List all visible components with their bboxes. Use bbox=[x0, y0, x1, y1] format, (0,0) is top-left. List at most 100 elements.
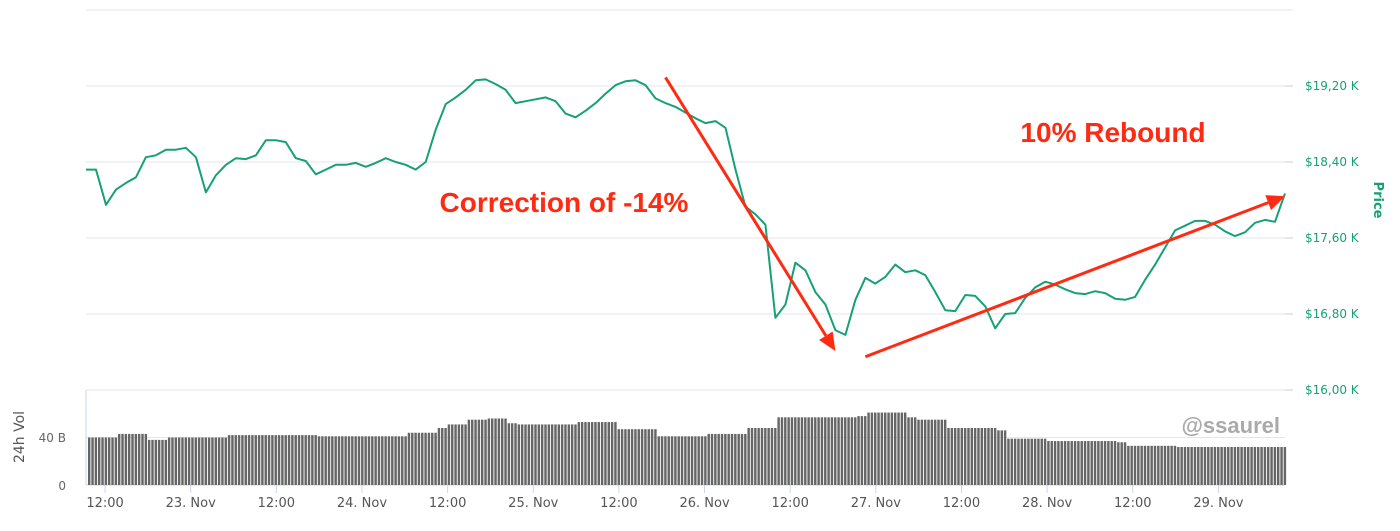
volume-bar bbox=[257, 435, 261, 485]
volume-bar bbox=[1063, 441, 1067, 485]
volume-bar bbox=[1003, 430, 1007, 485]
price-axis-label: Price bbox=[1370, 182, 1385, 219]
volume-bar bbox=[877, 412, 880, 485]
volume-bar bbox=[484, 419, 487, 485]
volume-bar bbox=[494, 418, 497, 485]
volume-bar bbox=[870, 412, 874, 485]
price-tick-label: $16,80 K bbox=[1305, 307, 1360, 321]
arrow-head-icon bbox=[819, 331, 836, 352]
volume-bar bbox=[857, 416, 860, 485]
volume-bar bbox=[311, 435, 314, 485]
x-tick-label: 12:00 bbox=[1114, 496, 1151, 511]
x-tick-label: 23. Nov bbox=[166, 496, 216, 511]
volume-bar bbox=[1060, 441, 1063, 485]
volume-bar bbox=[577, 422, 581, 485]
volume-bar bbox=[654, 429, 657, 485]
volume-bar bbox=[161, 439, 164, 485]
volume-bar bbox=[304, 435, 307, 485]
annotation-correction: Correction of -14% bbox=[440, 187, 689, 218]
volume-bar bbox=[1133, 445, 1137, 485]
volume-bar bbox=[847, 417, 850, 485]
volume-bar bbox=[431, 432, 434, 485]
volume-bar bbox=[963, 428, 967, 485]
volume-bar bbox=[610, 422, 614, 485]
volume-bar bbox=[367, 436, 371, 485]
volume-bar bbox=[620, 429, 624, 485]
volume-bar bbox=[1230, 447, 1233, 485]
volume-bar bbox=[997, 430, 1000, 485]
volume-bar bbox=[1233, 447, 1237, 485]
volume-bar bbox=[314, 435, 317, 485]
volume-bar bbox=[357, 436, 361, 485]
volume-bar bbox=[1223, 447, 1227, 485]
volume-bar bbox=[1090, 441, 1093, 485]
price-series bbox=[86, 78, 1286, 336]
volume-bar bbox=[490, 418, 494, 485]
volume-bar bbox=[564, 424, 567, 485]
volume-bar bbox=[1040, 438, 1043, 485]
x-tick-label: 12:00 bbox=[429, 496, 466, 511]
volume-bar bbox=[570, 424, 574, 485]
volume-bars bbox=[88, 412, 1287, 485]
volume-bar bbox=[637, 429, 640, 485]
volume-bar bbox=[750, 428, 754, 485]
grid-lines bbox=[85, 9, 1293, 486]
volume-bar bbox=[913, 417, 917, 485]
volume-bar bbox=[444, 428, 447, 485]
volume-bar bbox=[694, 436, 697, 485]
volume-bar bbox=[657, 436, 660, 485]
volume-bar bbox=[397, 436, 401, 485]
volume-bar bbox=[271, 435, 274, 485]
volume-bar bbox=[560, 424, 564, 485]
volume-bar bbox=[454, 424, 457, 485]
volume-bar bbox=[897, 412, 900, 485]
volume-bar bbox=[131, 433, 134, 485]
volume-bar bbox=[674, 436, 677, 485]
volume-bar bbox=[930, 419, 934, 485]
volume-bar bbox=[1080, 441, 1083, 485]
volume-bar bbox=[1200, 447, 1203, 485]
volume-bar bbox=[1030, 438, 1033, 485]
volume-bar bbox=[970, 428, 974, 485]
volume-bar bbox=[727, 433, 730, 485]
volume-bar bbox=[154, 439, 158, 485]
volume-bar bbox=[1043, 438, 1047, 485]
volume-bar bbox=[720, 433, 724, 485]
volume-bar bbox=[700, 436, 704, 485]
volume-bar bbox=[1097, 441, 1100, 485]
volume-bar bbox=[1227, 447, 1230, 485]
volume-bar bbox=[184, 437, 188, 485]
volume-bar bbox=[537, 424, 541, 485]
volume-bar bbox=[1217, 447, 1220, 485]
x-tick-label: 25. Nov bbox=[508, 496, 558, 511]
price-line bbox=[86, 78, 1286, 336]
volume-bar bbox=[714, 433, 717, 485]
x-tick-label: 12:00 bbox=[771, 496, 808, 511]
volume-bar bbox=[464, 424, 467, 485]
volume-bar bbox=[1267, 447, 1270, 485]
volume-bar bbox=[327, 436, 331, 485]
volume-bar bbox=[457, 424, 461, 485]
volume-bar bbox=[1020, 438, 1023, 485]
x-tick-label: 28. Nov bbox=[1022, 496, 1072, 511]
volume-bar bbox=[317, 436, 321, 485]
volume-bar bbox=[774, 428, 777, 485]
volume-bar bbox=[590, 422, 594, 485]
volume-bar bbox=[910, 417, 914, 485]
volume-bar bbox=[1083, 441, 1087, 485]
volume-bar bbox=[324, 436, 327, 485]
volume-bar bbox=[540, 424, 544, 485]
volume-bar bbox=[411, 432, 414, 485]
volume-bar bbox=[284, 435, 287, 485]
volume-bar bbox=[920, 419, 924, 485]
volume-bar bbox=[107, 437, 111, 485]
volume-bar bbox=[1243, 447, 1247, 485]
volume-bar bbox=[1137, 445, 1140, 485]
volume-axis-label: 24h Vol bbox=[12, 411, 28, 463]
volume-bar bbox=[527, 424, 531, 485]
volume-bar bbox=[817, 417, 820, 485]
volume-bar bbox=[554, 424, 557, 485]
volume-bar bbox=[1027, 438, 1030, 485]
x-tick-label: 12:00 bbox=[943, 496, 980, 511]
volume-bar bbox=[277, 435, 281, 485]
